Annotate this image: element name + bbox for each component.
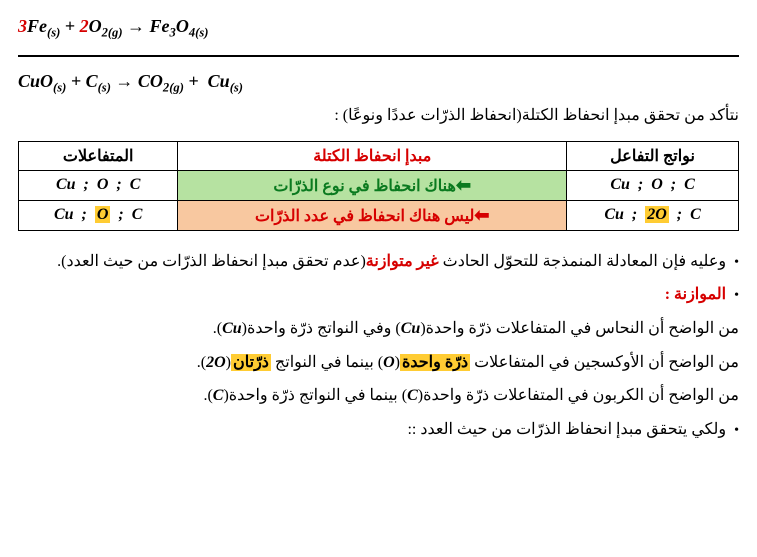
coef-2: 2 (80, 16, 89, 36)
conservation-table: نواتج التفاعل مبدإ انحفاظ الكتلة المتفاع… (18, 141, 739, 231)
bullet-icon: • (730, 255, 739, 270)
equation-iron-oxide: 3Fe(s) + 2O2(g) → Fe3O4(s) (18, 16, 739, 41)
arrow-left-icon: ⬅ (474, 205, 489, 225)
arrow-left-icon: ⬅ (456, 175, 471, 195)
final-line: • ولكي يتحقق مبدإ انحفاظ الذرّات من حيث … (18, 413, 739, 447)
bullet-icon: • (730, 423, 739, 438)
reactants-count-cell: Cu;O;C (19, 200, 178, 230)
equation-cuo-c: CuO(s) + C(s) → CO2(g) + Cu(s) (18, 71, 739, 96)
bullet-icon: • (730, 288, 739, 303)
th-products: نواتج التفاعل (567, 141, 739, 170)
coef-3: 3 (18, 16, 27, 36)
check-line: نتأكد من تحقق مبدإ انحفاظ الكتلة(انحفاظ … (18, 99, 739, 133)
copper-line: من الواضح أن النحاس في المتفاعلات ذرّة و… (18, 312, 739, 346)
th-conservation: مبدإ انحفاظ الكتلة (178, 141, 567, 170)
carbon-line: من الواضح أن الكربون في المتفاعلات ذرّة … (18, 379, 739, 413)
count-conservation-cell: ⬅ليس هناك انحفاظ في عدد الذرّات (178, 200, 567, 230)
type-conservation-cell: ⬅هناك انحفاظ في نوع الذرّات (178, 170, 567, 200)
balance-heading: • الموازنة : (18, 278, 739, 312)
oxygen-line: من الواضح أن الأوكسجين في المتفاعلات ذرّ… (18, 346, 739, 380)
products-count-cell: Cu;2O;C (567, 200, 739, 230)
reactants-type-cell: Cu;O;C (19, 170, 178, 200)
divider (18, 55, 739, 57)
th-reactants: المتفاعلات (19, 141, 178, 170)
unbalanced-line: • وعليه فإن المعادلة المنمذجة للتحوّل ال… (18, 245, 739, 279)
products-type-cell: Cu;O;C (567, 170, 739, 200)
